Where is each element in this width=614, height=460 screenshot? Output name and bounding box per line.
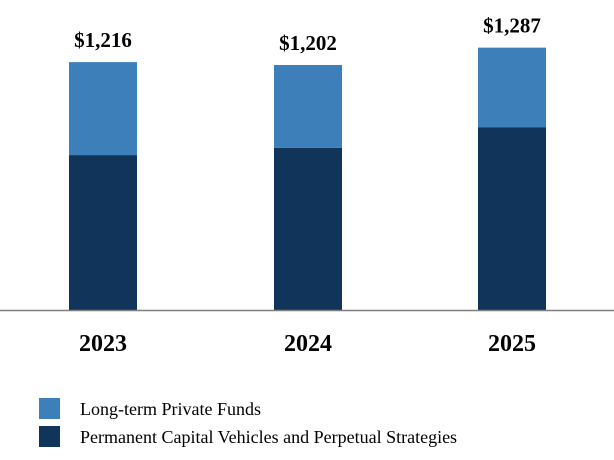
bar-2024-long-term-private [274,64,342,148]
legend-label-permanent-capital: Permanent Capital Vehicles and Perpetual… [80,427,457,447]
legend-swatch-permanent-capital [39,426,60,447]
bar-2024-permanent-capital [274,147,342,310]
legend-label-long-term-private: Long-term Private Funds [80,399,261,419]
bar-2023-long-term-private [69,62,137,156]
category-label-2025: 2025 [488,331,536,357]
total-label-2025: $1,287 [483,14,541,38]
bar-2025-permanent-capital [478,127,546,311]
total-label-2023: $1,216 [74,28,132,52]
bar-2025-long-term-private [478,47,546,128]
category-label-2023: 2023 [79,331,127,357]
category-label-2024: 2024 [284,331,332,357]
total-label-2024: $1,202 [279,31,337,55]
bar-2023-permanent-capital [69,155,137,310]
legend: Long-term Private Funds Permanent Capital… [39,398,457,447]
legend-swatch-long-term-private [39,398,60,419]
